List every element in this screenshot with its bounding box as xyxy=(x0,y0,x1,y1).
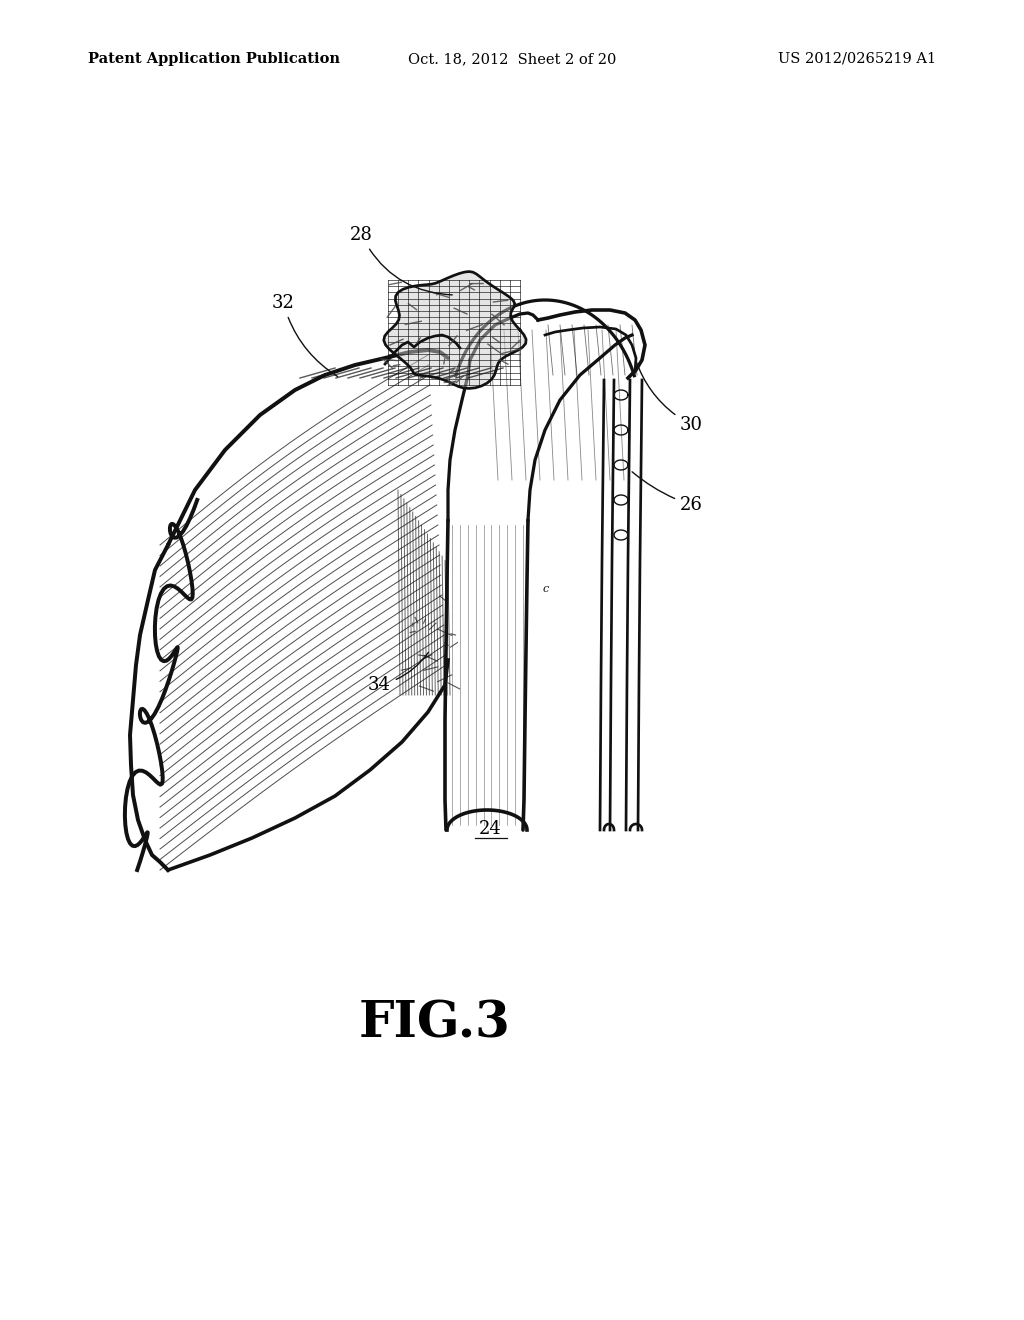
Text: 28: 28 xyxy=(350,226,453,294)
Text: 32: 32 xyxy=(272,294,338,376)
Text: 24: 24 xyxy=(478,820,502,838)
Text: Oct. 18, 2012  Sheet 2 of 20: Oct. 18, 2012 Sheet 2 of 20 xyxy=(408,51,616,66)
Text: 34: 34 xyxy=(368,652,428,694)
Text: 30: 30 xyxy=(636,360,703,434)
Text: FIG.3: FIG.3 xyxy=(359,1001,511,1049)
Text: 26: 26 xyxy=(632,471,702,513)
Text: c: c xyxy=(543,583,549,594)
Text: Patent Application Publication: Patent Application Publication xyxy=(88,51,340,66)
Text: US 2012/0265219 A1: US 2012/0265219 A1 xyxy=(778,51,936,66)
Polygon shape xyxy=(384,272,526,388)
